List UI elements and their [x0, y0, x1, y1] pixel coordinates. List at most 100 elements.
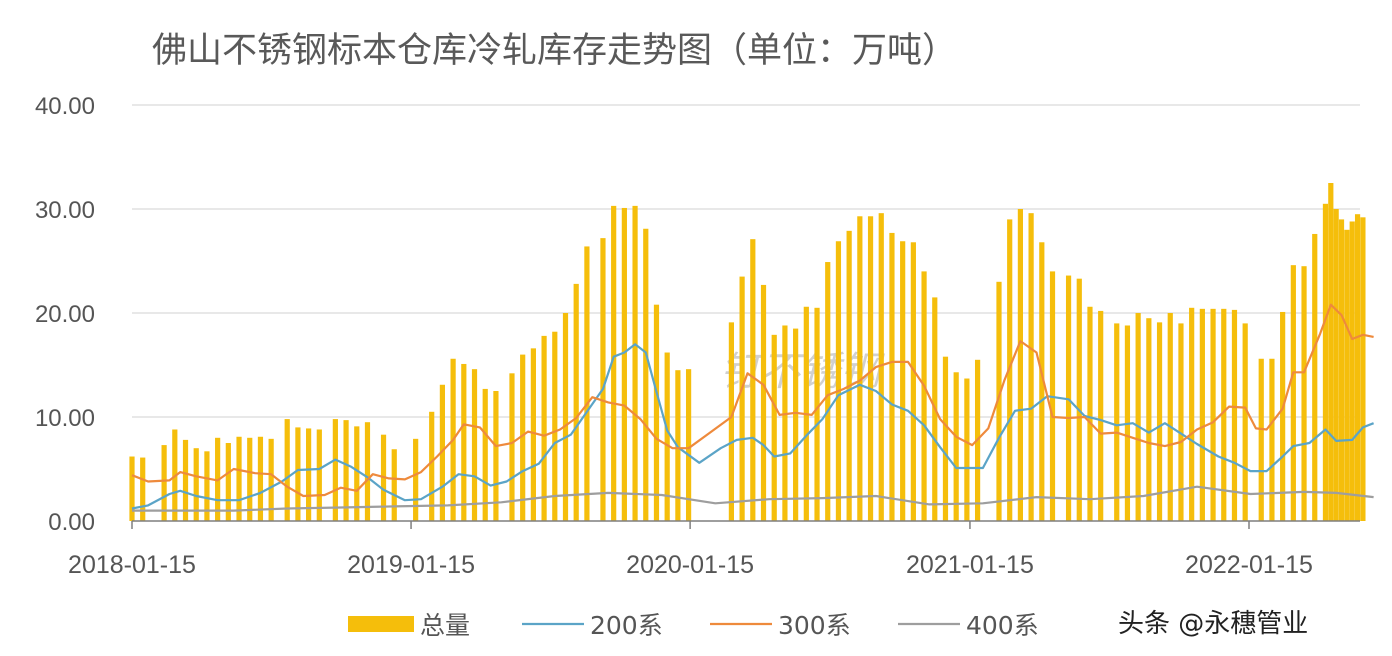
bar — [1333, 209, 1339, 521]
x-tick-label: 2020-01-15 — [626, 551, 754, 579]
bar — [161, 445, 167, 521]
bar — [584, 246, 590, 521]
series-line-300系 — [131, 303, 1374, 498]
bar — [996, 281, 1002, 521]
bar — [247, 437, 253, 521]
series-line-400系 — [132, 485, 1374, 512]
bar — [793, 328, 799, 521]
legend-label: 400系 — [966, 611, 1039, 640]
bar — [1301, 266, 1307, 521]
bar — [391, 449, 397, 521]
bar — [1189, 307, 1195, 521]
bar — [461, 363, 467, 521]
bar — [1360, 217, 1366, 521]
bar — [429, 411, 435, 521]
bar — [1076, 278, 1082, 521]
legend-label: 300系 — [778, 611, 851, 640]
bar — [354, 426, 360, 521]
bar — [611, 205, 617, 521]
bar — [1210, 308, 1216, 521]
bar — [910, 242, 916, 521]
corner-watermark: 头条 @永穗管业 — [1118, 609, 1308, 639]
legend[interactable]: 总量 200系 300系 400系 — [348, 611, 1039, 640]
bar — [1312, 233, 1318, 521]
bar — [364, 422, 371, 521]
y-tick-label: 0.00 — [48, 509, 95, 536]
bar — [921, 271, 927, 521]
bar — [306, 428, 312, 521]
bar — [182, 439, 189, 521]
bar — [750, 239, 756, 521]
bar — [225, 443, 231, 521]
bar — [857, 216, 863, 521]
bar — [878, 213, 884, 521]
bar — [493, 391, 499, 521]
bar — [771, 334, 777, 521]
y-tick-label: 40.00 — [35, 93, 95, 120]
bar — [471, 369, 478, 521]
bar — [1338, 219, 1345, 521]
bar — [1354, 214, 1361, 521]
bar — [889, 232, 895, 522]
bar — [509, 373, 515, 521]
bar — [1322, 203, 1329, 522]
bar — [140, 457, 146, 521]
bar — [1156, 322, 1163, 521]
bar — [835, 241, 842, 522]
bar — [413, 438, 419, 521]
bar — [541, 335, 547, 521]
y-tick-label: 10.00 — [35, 405, 95, 432]
bar — [728, 322, 735, 521]
bar — [942, 356, 949, 521]
x-axis-ticks: 2018-01-15 2019-01-15 2020-01-15 2021-01-15… — [68, 521, 1313, 579]
bar — [268, 438, 274, 521]
bar — [1098, 310, 1104, 521]
bar — [1290, 265, 1296, 521]
x-tick-label: 2022-01-15 — [1185, 551, 1313, 579]
legend-label: 200系 — [590, 611, 663, 640]
bar — [1258, 358, 1264, 521]
bar — [1146, 318, 1152, 521]
bar — [295, 427, 301, 521]
bar — [573, 283, 579, 521]
bar — [1039, 242, 1045, 521]
bar — [846, 230, 852, 521]
bar — [621, 207, 627, 521]
x-tick-label: 2021-01-15 — [906, 551, 1034, 579]
bar — [1349, 221, 1355, 522]
bar — [643, 228, 649, 521]
bar — [900, 241, 906, 522]
gridlines — [132, 104, 1360, 418]
bar — [1087, 306, 1093, 521]
bar — [1280, 311, 1286, 521]
bar — [552, 331, 558, 521]
bar — [782, 325, 788, 521]
bar — [739, 276, 745, 521]
bar — [1231, 309, 1238, 521]
bar — [520, 354, 526, 521]
bar — [1199, 308, 1205, 521]
bar — [1269, 358, 1275, 521]
bar — [1167, 313, 1173, 521]
legend-swatch — [348, 616, 414, 632]
bar — [867, 216, 874, 521]
bar — [664, 352, 670, 521]
bar — [204, 451, 210, 521]
bar — [284, 419, 290, 521]
bar — [1328, 183, 1334, 521]
bar — [1135, 313, 1141, 521]
y-tick-label: 20.00 — [35, 301, 95, 328]
bar — [600, 238, 606, 521]
bar — [193, 448, 199, 521]
bar — [1221, 308, 1227, 521]
bar — [953, 372, 959, 521]
x-tick-label: 2019-01-15 — [347, 551, 475, 579]
y-tick-label: 30.00 — [35, 197, 95, 224]
series-line-200系 — [131, 343, 1375, 510]
bar — [1028, 213, 1034, 521]
bar — [760, 284, 767, 521]
bar — [562, 313, 569, 521]
bar — [257, 436, 264, 521]
bar — [825, 262, 831, 521]
